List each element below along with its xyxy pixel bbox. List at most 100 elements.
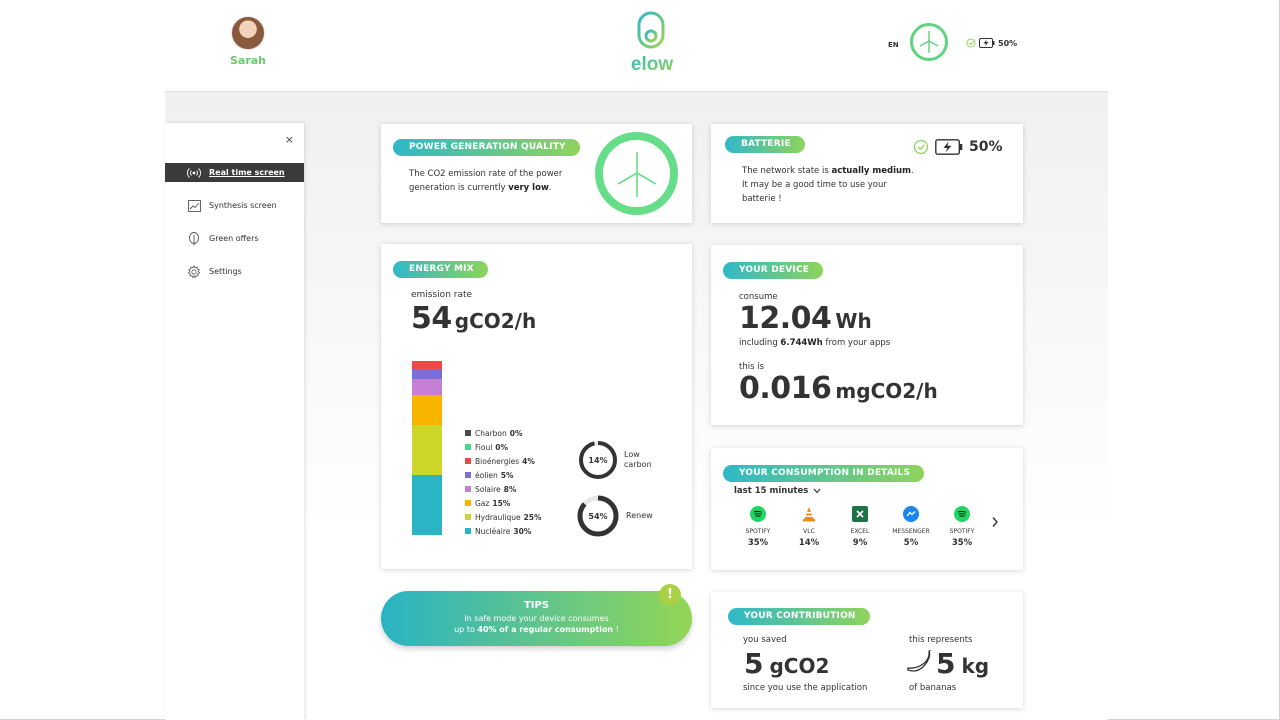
- app-name: EXCEL: [850, 528, 870, 535]
- sidebar-item-settings[interactable]: Settings: [165, 262, 304, 281]
- app-item[interactable]: MESSENGER 5%: [889, 506, 933, 548]
- legend-name: éolien: [475, 470, 498, 480]
- tips-text: In safe mode your device consumes up to 4…: [454, 614, 619, 634]
- legend-swatch: [465, 458, 471, 464]
- mix-bar-segment: [412, 425, 442, 475]
- chart-icon: [187, 199, 201, 213]
- legend-item: Fioul 0%: [465, 440, 542, 454]
- legend-name: Hydraulique: [475, 512, 521, 522]
- alert-icon[interactable]: !: [659, 584, 681, 606]
- sidebar-item-real-time-screen[interactable]: Real time screen: [165, 163, 304, 182]
- represents-label: this represents: [909, 635, 973, 645]
- legend-item: Charbon 0%: [465, 426, 542, 440]
- this-is-label: this is: [739, 362, 765, 372]
- wind-turbine-icon: [595, 132, 678, 215]
- app-percent: 35%: [747, 538, 769, 548]
- tips-title: TIPS: [523, 600, 550, 611]
- sidebar-close-button[interactable]: ×: [284, 133, 294, 146]
- legend-item: éolien 5%: [465, 468, 542, 482]
- saved-value: 5 gCO2: [744, 647, 829, 680]
- mix-bar-segment: [412, 369, 442, 379]
- legend-name: Fioul: [475, 442, 493, 452]
- energy-mix-card: ENERGY MIX emission rate 54 gCO2/h Charb…: [381, 244, 692, 569]
- app-item[interactable]: VLC 14%: [787, 506, 831, 548]
- banana-icon: [905, 649, 933, 680]
- spotify-icon: [954, 506, 970, 522]
- legend-swatch: [465, 472, 471, 478]
- tips-banner[interactable]: TIPS In safe mode your device consumes up…: [381, 591, 692, 646]
- app-name: SPOTIFY: [949, 528, 975, 535]
- consume-number: 12.04: [739, 301, 832, 336]
- legend-name: Charbon: [475, 428, 507, 438]
- renew-percent: 54%: [588, 512, 607, 521]
- sidebar-item-synthesis-screen[interactable]: Synthesis screen: [165, 196, 304, 215]
- legend-percent: 8%: [503, 484, 517, 494]
- low-carbon-donut: 14%: [579, 441, 617, 479]
- mix-bar-segment: [412, 379, 442, 395]
- saved-label: you saved: [743, 635, 787, 645]
- app-name: VLC: [803, 528, 815, 535]
- chevron-right-icon[interactable]: [991, 516, 999, 532]
- emission-rate-number: 54: [411, 301, 452, 336]
- legend-swatch: [465, 444, 471, 450]
- legend-percent: 4%: [522, 456, 535, 466]
- device-card: YOUR DEVICE consume 12.04 Wh including 6…: [711, 245, 1023, 425]
- banana-number: 5: [936, 647, 956, 680]
- banana-caption: of bananas: [909, 683, 957, 693]
- since-text: since you use the application: [743, 683, 868, 693]
- emission-rate-value: 54 gCO2/h: [411, 301, 536, 336]
- avatar[interactable]: [231, 16, 265, 50]
- chevron-down-icon: [813, 488, 821, 494]
- battery-status: 50%: [913, 139, 1003, 155]
- sidebar-item-label: Settings: [209, 267, 242, 276]
- language-selector[interactable]: EN: [888, 41, 899, 49]
- energy-mix-stacked-bar: [412, 360, 442, 535]
- sidebar-item-green-offers[interactable]: Green offers: [165, 229, 304, 248]
- renew-label: Renew: [626, 511, 653, 520]
- power-quality-description: The CO2 emission rate of the power gener…: [409, 169, 563, 193]
- legend-percent: 0%: [495, 442, 509, 452]
- sidebar-item-label: Green offers: [209, 234, 259, 243]
- banana-value: 5 kg: [936, 647, 989, 680]
- app-name: MESSENGER: [892, 528, 930, 535]
- logo-text: elow: [631, 54, 673, 74]
- emission-rate-unit: gCO2/h: [454, 309, 537, 333]
- app-item[interactable]: SPOTIFY 35%: [736, 506, 780, 548]
- realtime-icon: [187, 166, 201, 180]
- app-consumption-list: SPOTIFY 35% VLC 14% EXCEL 9% MESSENGER 5…: [736, 506, 984, 548]
- legend-swatch: [465, 500, 471, 506]
- sidebar-item-label: Real time screen: [209, 168, 285, 177]
- energy-mix-legend: Charbon 0% Fioul 0% Bioénergies 4% éolien 5% Sol…: [465, 426, 542, 538]
- mix-bar-segment: [412, 475, 442, 535]
- low-carbon-percent: 14%: [588, 456, 607, 465]
- consume-label: consume: [739, 292, 778, 302]
- contribution-title: YOUR CONTRIBUTION: [728, 608, 870, 625]
- low-carbon-indicator: 14% Low carbon: [578, 440, 652, 480]
- mix-bar-segment: [412, 395, 442, 425]
- vlc-icon: [801, 506, 817, 522]
- device-co2-value: 0.016 mgCO2/h: [739, 371, 938, 406]
- header-battery-status: 50%: [966, 38, 1017, 48]
- renewable-indicator: 54% Renew: [576, 494, 653, 538]
- battery-card: BATTERIE 50% The network state is actual…: [711, 124, 1023, 223]
- app-item[interactable]: SPOTIFY 35%: [940, 506, 984, 548]
- sidebar: × Real time screen Synthesis screen: [165, 123, 304, 720]
- user-name: Sarah: [229, 54, 267, 67]
- period-value: last 15 minutes: [734, 486, 809, 496]
- elow-logo: elow: [620, 10, 684, 74]
- legend-name: Nucléaire: [475, 526, 511, 536]
- app-item[interactable]: EXCEL 9%: [838, 506, 882, 548]
- header-wind-turbine-icon: [910, 23, 948, 61]
- legend-percent: 30%: [513, 526, 532, 536]
- legend-percent: 15%: [492, 498, 511, 508]
- saved-unit: gCO2: [769, 654, 830, 678]
- co2-number: 0.016: [739, 371, 832, 406]
- legend-item: Hydraulique 25%: [465, 510, 542, 524]
- period-dropdown[interactable]: last 15 minutes: [734, 486, 821, 496]
- legend-item: Solaire 8%: [465, 482, 542, 496]
- user-profile[interactable]: Sarah: [226, 16, 270, 67]
- power-quality-title: POWER GENERATION QUALITY: [393, 139, 580, 156]
- energy-mix-title: ENERGY MIX: [393, 261, 488, 278]
- excel-icon: [852, 506, 868, 522]
- legend-name: Solaire: [475, 484, 501, 494]
